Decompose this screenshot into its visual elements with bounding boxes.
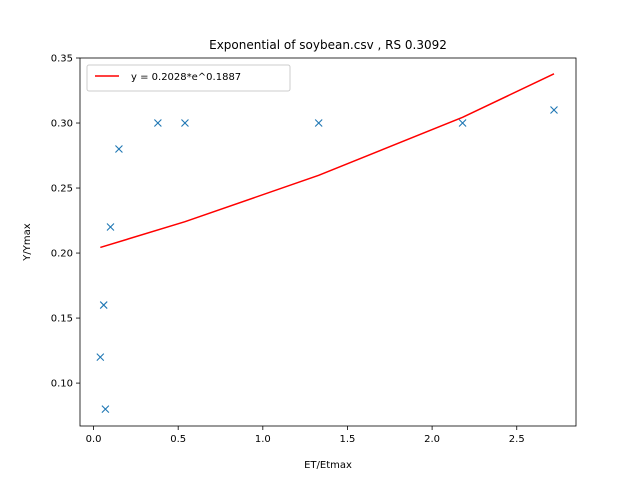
scatter-point (106, 223, 115, 231)
y-axis: 0.10 0.15 0.20 0.25 0.30 0.35 (51, 54, 80, 390)
y-tick-label: 0.15 (51, 314, 73, 325)
scatter-point (96, 353, 105, 361)
plot-frame (79, 57, 577, 427)
y-tick-label: 0.25 (51, 184, 73, 195)
scatter-point (181, 119, 189, 127)
y-axis-label: Y/Ymax (22, 223, 33, 261)
x-tick-label: 1.0 (255, 434, 271, 445)
legend-label-fit: y = 0.2028*e^0.1887 (131, 72, 241, 83)
legend: y = 0.2028*e^0.1887 (86, 64, 291, 92)
x-tick-label: 0.0 (86, 434, 102, 445)
x-tick-label: 0.5 (170, 434, 186, 445)
x-axis: 0.0 0.5 1.0 1.5 2.0 2.5 (86, 426, 525, 445)
fit-line (100, 73, 555, 249)
scatter-point (550, 106, 558, 114)
y-tick-label: 0.35 (51, 54, 73, 65)
scatter-point (115, 145, 123, 153)
x-tick-label: 1.5 (340, 434, 356, 445)
x-tick-label: 2.0 (424, 434, 440, 445)
y-tick-label: 0.30 (51, 119, 73, 130)
y-tick-label: 0.20 (51, 249, 73, 260)
scatter-point (458, 119, 467, 127)
scatter-point (314, 119, 323, 127)
y-tick-label: 0.10 (51, 379, 73, 390)
x-axis-label: ET/Etmax (304, 460, 352, 471)
scatter-point (101, 405, 110, 413)
chart-title: Exponential of soybean.csv , RS 0.3092 (209, 38, 447, 52)
legend-box (86, 64, 291, 92)
x-tick-label: 2.5 (509, 434, 525, 445)
scatter-point (99, 301, 108, 309)
scatter-point (153, 119, 162, 127)
